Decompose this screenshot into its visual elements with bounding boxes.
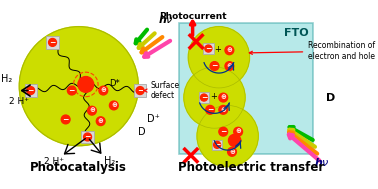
- Text: D: D: [326, 93, 335, 103]
- Circle shape: [214, 141, 221, 148]
- Text: 2 H⁺: 2 H⁺: [9, 98, 29, 106]
- Text: ⊕: ⊕: [98, 118, 104, 124]
- FancyBboxPatch shape: [203, 43, 214, 54]
- FancyBboxPatch shape: [199, 92, 209, 103]
- Circle shape: [110, 101, 118, 110]
- Text: D: D: [138, 127, 146, 137]
- Text: ⊕: ⊕: [226, 63, 232, 69]
- Circle shape: [219, 105, 228, 114]
- Text: ⊕: ⊕: [220, 94, 226, 100]
- Text: ⊕: ⊕: [226, 47, 232, 53]
- Text: h$\nu$: h$\nu$: [314, 156, 330, 168]
- Circle shape: [99, 86, 108, 95]
- Text: −: −: [201, 93, 207, 102]
- Text: Recombination of
electron and hole: Recombination of electron and hole: [249, 41, 375, 61]
- Text: −: −: [28, 86, 34, 95]
- Text: ⊕: ⊕: [220, 107, 226, 113]
- Text: D*: D*: [110, 79, 120, 88]
- Text: 2 H⁺: 2 H⁺: [44, 157, 64, 166]
- Text: ⊕: ⊕: [89, 107, 95, 113]
- Polygon shape: [178, 23, 313, 154]
- Text: −: −: [207, 105, 213, 114]
- Circle shape: [197, 105, 258, 167]
- Circle shape: [49, 39, 56, 46]
- Text: +: +: [210, 92, 217, 101]
- Circle shape: [84, 133, 91, 141]
- Circle shape: [200, 94, 208, 101]
- FancyBboxPatch shape: [134, 84, 146, 97]
- Circle shape: [225, 62, 234, 70]
- Text: Photoelectric transfer: Photoelectric transfer: [178, 161, 324, 174]
- Text: −: −: [211, 61, 218, 70]
- Text: ⊕: ⊕: [229, 149, 235, 155]
- Text: −: −: [137, 86, 143, 95]
- Text: D⁺: D⁺: [147, 115, 160, 124]
- Circle shape: [228, 147, 236, 156]
- Text: Photocatalysis: Photocatalysis: [30, 161, 127, 174]
- Text: −: −: [205, 44, 212, 53]
- FancyBboxPatch shape: [25, 84, 37, 97]
- Circle shape: [67, 86, 76, 95]
- Text: −: −: [69, 86, 75, 95]
- Circle shape: [210, 62, 219, 70]
- Circle shape: [205, 45, 212, 52]
- Text: Surface
defect: Surface defect: [144, 81, 180, 100]
- Text: −: −: [62, 115, 69, 124]
- Text: H₂: H₂: [104, 156, 115, 167]
- FancyBboxPatch shape: [81, 131, 94, 143]
- Text: ⊕: ⊕: [111, 102, 117, 108]
- Circle shape: [206, 105, 214, 114]
- Circle shape: [88, 106, 96, 115]
- Circle shape: [78, 77, 94, 92]
- Text: Photocurrent: Photocurrent: [159, 12, 226, 21]
- Circle shape: [96, 117, 105, 125]
- Circle shape: [188, 27, 249, 88]
- Circle shape: [27, 87, 35, 94]
- Circle shape: [219, 127, 228, 136]
- Circle shape: [184, 67, 245, 128]
- Text: +: +: [215, 45, 222, 54]
- FancyBboxPatch shape: [46, 36, 59, 49]
- Circle shape: [19, 27, 138, 146]
- Circle shape: [136, 87, 144, 94]
- Text: ⊕: ⊕: [101, 87, 106, 93]
- Circle shape: [234, 127, 243, 136]
- Circle shape: [219, 93, 228, 102]
- Text: H₂: H₂: [1, 74, 12, 84]
- Text: −: −: [50, 38, 56, 47]
- FancyBboxPatch shape: [212, 140, 222, 150]
- Text: −: −: [220, 127, 226, 136]
- Text: −: −: [84, 132, 91, 141]
- Text: h$\nu$: h$\nu$: [158, 13, 174, 25]
- Circle shape: [229, 134, 241, 147]
- Text: −: −: [214, 140, 220, 149]
- Text: ⊕: ⊕: [235, 129, 241, 134]
- Circle shape: [225, 46, 234, 55]
- Text: FTO: FTO: [285, 28, 309, 38]
- Circle shape: [61, 115, 70, 124]
